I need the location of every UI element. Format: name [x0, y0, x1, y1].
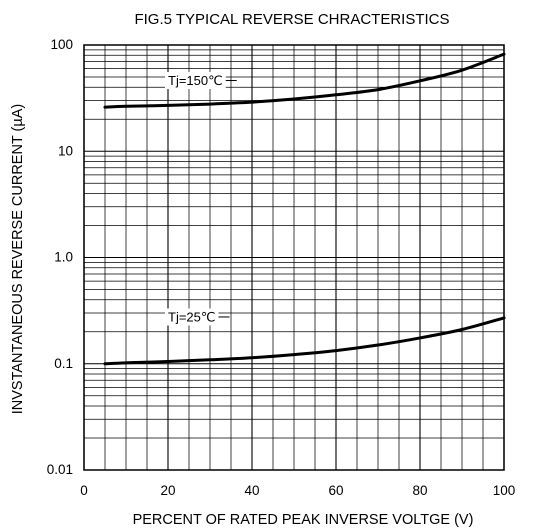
plot-frame-border — [83, 44, 505, 471]
x-tick-label: 100 — [493, 483, 516, 498]
series-annotation-label: Tj=150℃ — [168, 73, 223, 88]
y-tick-label: 0.1 — [54, 356, 73, 371]
y-tick-label: 0.01 — [47, 462, 73, 477]
grid — [83, 45, 505, 471]
y-axis-label: INVSTANTANEOUS REVERSE CURRENT (µA) — [10, 104, 26, 414]
x-axis-label: PERCENT OF RATED PEAK INVERSE VOLTGE (V) — [133, 512, 474, 528]
x-tick-label: 40 — [244, 483, 259, 498]
x-tick-label: 60 — [328, 483, 343, 498]
y-tick-label: 1.0 — [54, 250, 73, 265]
plot-frame — [83, 44, 505, 471]
series-layer — [103, 52, 506, 366]
chart-title: FIG.5 TYPICAL REVERSE CHRACTERISTICS — [134, 11, 449, 28]
annotation-layer: Tj=150℃ Tj=25℃ — [165, 72, 237, 326]
x-tick-label: 80 — [412, 483, 427, 498]
annotation-background — [165, 72, 226, 90]
series-line-0 — [103, 52, 506, 109]
y-tick-label: 100 — [50, 37, 73, 52]
annotation-background — [165, 308, 219, 326]
x-tick-labels: 0 20 40 60 80 100 — [80, 483, 515, 498]
y-tick-labels: 0.01 0.1 1.0 10 100 — [47, 37, 73, 477]
series-annotation-label: Tj=25℃ — [168, 309, 215, 324]
series-line-1 — [103, 316, 506, 366]
x-tick-label: 0 — [80, 483, 88, 498]
x-tick-label: 20 — [160, 483, 175, 498]
y-tick-label: 10 — [58, 143, 73, 158]
